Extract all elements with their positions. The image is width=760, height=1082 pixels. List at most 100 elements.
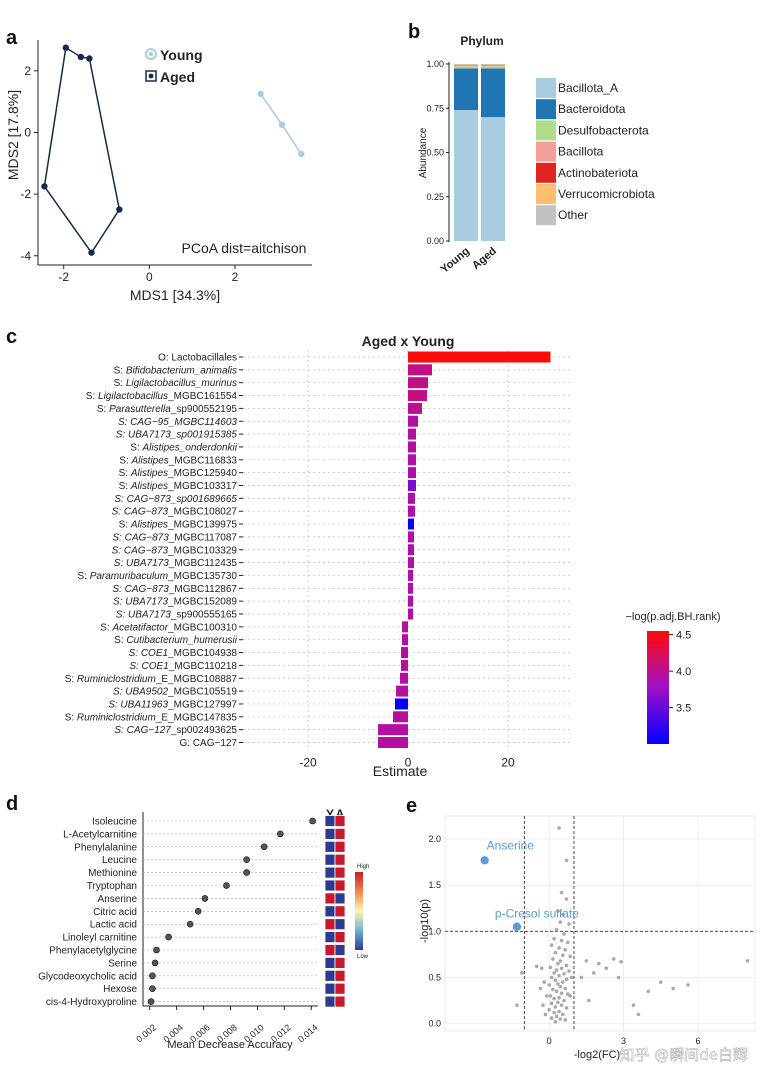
d-point bbox=[153, 946, 160, 954]
e-point bbox=[542, 980, 546, 984]
d-heat-cell-y bbox=[324, 905, 336, 918]
e-point bbox=[534, 964, 539, 969]
d-y-tick-label: Phenylalanine bbox=[74, 842, 137, 853]
e-point bbox=[562, 998, 566, 1003]
c-bar bbox=[408, 518, 414, 530]
c-y-tick-label: S: Alistipes_MGBC103317 bbox=[119, 481, 238, 492]
c-bar bbox=[408, 467, 416, 479]
a-x-axis-label: MDS1 [34.3%] bbox=[130, 287, 220, 303]
e-point bbox=[563, 1018, 568, 1022]
e-point bbox=[562, 971, 566, 976]
b-y-tick-label: 0.25 bbox=[426, 192, 444, 202]
e-point bbox=[611, 957, 616, 961]
e-point bbox=[547, 983, 551, 987]
e-point bbox=[745, 959, 750, 963]
d-heat-cell-a bbox=[334, 892, 346, 905]
d-legend-colorbar bbox=[355, 872, 363, 950]
e-point bbox=[554, 1014, 559, 1019]
e-point bbox=[587, 998, 591, 1003]
e-point bbox=[538, 986, 543, 991]
c-legend-colorbar bbox=[647, 631, 669, 744]
d-heat-cell-y bbox=[324, 944, 336, 956]
b-bar-segment bbox=[454, 66, 478, 69]
e-point bbox=[554, 927, 559, 932]
e-y-tick-label: 2.0 bbox=[428, 834, 441, 844]
a-legend-young-label: Young bbox=[160, 47, 203, 63]
d-heat-cell-a bbox=[334, 815, 346, 827]
e-highlight-point bbox=[512, 922, 522, 931]
c-y-tick-label: S: Acetatifactor_MGBC100310 bbox=[100, 622, 237, 633]
e-point bbox=[568, 954, 573, 959]
d-heat-cell-a bbox=[334, 918, 346, 931]
e-point bbox=[564, 1006, 569, 1010]
c-bar bbox=[408, 377, 428, 389]
a-y-tick-label: 0 bbox=[24, 125, 31, 139]
c-y-tick-label: S: UBA7173_MGBC152089 bbox=[113, 597, 237, 608]
e-point bbox=[548, 994, 553, 998]
b-bar-segment bbox=[481, 64, 505, 66]
panel-letter-d: d bbox=[6, 793, 18, 815]
c-bar bbox=[408, 557, 414, 569]
e-point bbox=[563, 947, 568, 952]
c-bar bbox=[401, 647, 408, 659]
e-point bbox=[515, 1003, 519, 1007]
b-bar-segment bbox=[481, 65, 505, 67]
e-point bbox=[520, 971, 524, 975]
a-point-aged bbox=[41, 183, 48, 190]
c-y-tick-label: S: Ligilactobacillus_MGBC161554 bbox=[86, 391, 238, 402]
d-point bbox=[147, 998, 155, 1005]
c-bar bbox=[408, 531, 414, 543]
d-heat-cell-y bbox=[324, 866, 336, 879]
panel-a-pcoa: MDS1 [34.3%] MDS2 [17.8%] PCoA dist=aitc… bbox=[5, 40, 312, 303]
b-bar-segment bbox=[454, 68, 478, 111]
c-bar bbox=[400, 672, 408, 684]
e-point bbox=[568, 994, 573, 998]
d-heat-cell-a bbox=[334, 828, 346, 840]
b-legend-label: Bacteroidota bbox=[558, 102, 626, 116]
e-point bbox=[564, 963, 569, 968]
d-heat-cell-y bbox=[324, 840, 336, 853]
b-bar-segment bbox=[454, 64, 478, 66]
a-hull-aged bbox=[43, 46, 121, 255]
c-bar bbox=[408, 454, 416, 466]
e-point bbox=[557, 973, 561, 978]
e-point bbox=[563, 986, 568, 991]
e-plot-area bbox=[444, 815, 756, 1032]
c-bar bbox=[393, 711, 408, 723]
d-x-axis-label: Mean Decrease Accuracy bbox=[167, 1039, 293, 1051]
e-highlight-label: Anserine bbox=[487, 838, 535, 852]
c-x-tick-label: -20 bbox=[299, 756, 317, 770]
d-heat-cell-a bbox=[334, 879, 346, 892]
c-bar bbox=[408, 402, 422, 414]
panel-d-importance: Mean Decrease Accuracy Y A High Low 0.00… bbox=[38, 807, 369, 1051]
b-legend-label: Bacillota bbox=[558, 145, 604, 159]
d-point bbox=[149, 972, 156, 980]
e-point bbox=[559, 991, 564, 995]
e-point bbox=[556, 909, 560, 913]
c-bar bbox=[408, 569, 413, 581]
a-legend-aged-dot bbox=[148, 73, 154, 79]
c-bar bbox=[408, 364, 432, 376]
d-heat-cell-a bbox=[334, 866, 346, 879]
e-point bbox=[565, 940, 570, 945]
c-y-tick-label: S: Alistipes_MGBC125940 bbox=[119, 468, 238, 479]
c-bar bbox=[395, 698, 408, 710]
c-bar bbox=[408, 492, 415, 504]
d-point bbox=[186, 920, 194, 928]
panel-letter-a: a bbox=[6, 27, 18, 49]
c-bar bbox=[408, 582, 413, 594]
panel-e-volcano: 0.0 0.5 1.0 1.5 2.0 0 3 6 -log10(p) -log2(FC) A… bbox=[419, 815, 756, 1064]
c-y-tick-label: S: CAG−873_MGBC108027 bbox=[112, 507, 238, 518]
c-x-tick-label: 20 bbox=[501, 756, 515, 770]
c-y-tick-label: S: Alistipes_MGBC116833 bbox=[119, 455, 237, 466]
c-legend-title: −log(p.adj.BH.rank) bbox=[625, 611, 720, 623]
e-x-tick-label: 6 bbox=[695, 1036, 700, 1046]
e-point bbox=[565, 992, 570, 996]
c-bar bbox=[408, 415, 418, 427]
e-point bbox=[553, 1019, 558, 1024]
b-y-tick-label: 1.00 bbox=[426, 59, 444, 69]
panel-c-estimates: Aged x Young Estimate −log(p.adj.BH.rank… bbox=[65, 333, 721, 779]
c-legend-tick-label: 4.0 bbox=[676, 666, 691, 678]
e-point bbox=[619, 959, 623, 964]
e-point bbox=[558, 959, 563, 963]
